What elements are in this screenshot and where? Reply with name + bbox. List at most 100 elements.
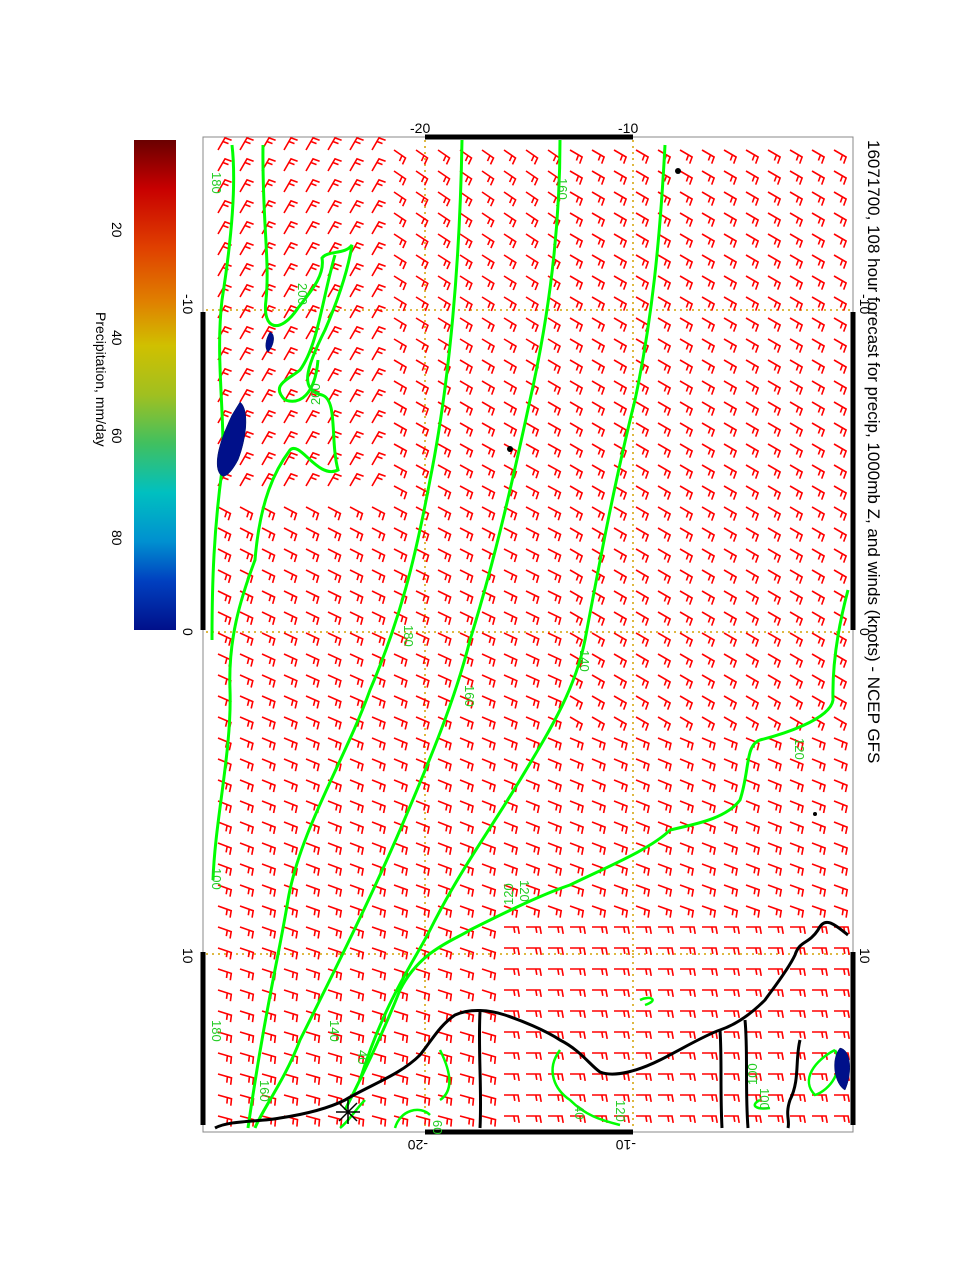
wind-barb [635, 905, 651, 918]
wind-barb [459, 422, 474, 437]
wind-barb [415, 443, 430, 458]
wind-barb [283, 506, 298, 521]
wind-barb [657, 296, 672, 311]
wind-barb [371, 779, 386, 793]
wind-barb [481, 737, 496, 751]
wind-barb [768, 947, 784, 956]
wind-barb [349, 1052, 365, 1064]
wind-barb [724, 926, 740, 935]
wind-barb [525, 443, 540, 458]
wind-barb [811, 842, 827, 855]
wind-barb [702, 989, 718, 998]
wind-barb [679, 590, 694, 605]
wind-barb [723, 716, 738, 731]
wind-barb [393, 401, 408, 416]
wind-barb [679, 884, 695, 897]
wind-barb [459, 695, 474, 709]
wind-barb [746, 1073, 762, 1082]
wind-barb [371, 1052, 387, 1064]
wind-barb [349, 409, 364, 424]
wind-barb [701, 170, 716, 185]
wind-barb [834, 1031, 850, 1040]
wind-barb [635, 149, 650, 164]
wind-barb [613, 800, 628, 814]
wind-barb [437, 254, 451, 270]
wind-barb [503, 422, 518, 437]
wind-barb [724, 1073, 740, 1082]
wind-barb [261, 527, 276, 542]
wind-barb [701, 611, 716, 626]
wind-barb [481, 170, 495, 186]
wind-barb [767, 338, 782, 353]
wind-barb [723, 443, 738, 458]
wind-barb [569, 527, 584, 542]
wind-barb [349, 527, 364, 542]
colorbar [134, 140, 176, 630]
wind-barb [834, 947, 850, 956]
wind-barb [525, 149, 539, 165]
wind-barb [459, 506, 474, 521]
wind-barb [481, 674, 496, 688]
wind-barb [548, 1031, 564, 1040]
wind-barb [283, 695, 298, 709]
wind-barb [327, 737, 342, 751]
wind-barb [767, 611, 782, 626]
wind-barb [305, 1073, 321, 1085]
wind-barb [658, 1073, 674, 1082]
wind-barb [504, 1052, 520, 1061]
wind-barb [283, 283, 298, 298]
wind-barb [723, 254, 738, 269]
wind-barb [525, 674, 540, 688]
wind-barb [459, 149, 473, 165]
wind-barb [503, 464, 518, 479]
wind-barb [723, 422, 738, 437]
wind-barb [613, 359, 628, 374]
wind-barb [702, 1052, 718, 1061]
wind-barb [679, 506, 694, 521]
wind-barb [569, 800, 584, 814]
wind-barb [349, 367, 364, 382]
wind-barb [239, 304, 254, 319]
wind-barb [723, 653, 738, 668]
wind-barb [569, 569, 584, 584]
wind-barb [261, 884, 277, 897]
wind-barb [239, 178, 254, 193]
wind-barb [503, 674, 518, 688]
wind-barb [811, 338, 826, 353]
wind-barb [525, 233, 539, 249]
wind-barb [305, 947, 321, 960]
wind-barb [504, 1115, 520, 1124]
wind-barb [745, 506, 760, 521]
wind-barb [327, 632, 342, 646]
wind-barb [613, 149, 628, 164]
wind-barb [745, 800, 760, 814]
wind-barb [437, 1031, 453, 1044]
wind-barb [503, 233, 517, 249]
wind-barb [371, 283, 386, 298]
wind-barb [635, 548, 650, 563]
wind-barb [415, 590, 430, 605]
wind-barb [635, 779, 650, 793]
wind-barb [217, 632, 232, 646]
coastline [214, 168, 849, 1130]
wind-barb [702, 1115, 718, 1124]
wind-barb [547, 758, 562, 772]
wind-barb [613, 821, 629, 835]
wind-barb [767, 296, 782, 311]
wind-barb [459, 548, 474, 563]
wind-barb [789, 695, 804, 710]
wind-barb [547, 506, 562, 521]
wind-barb [526, 989, 542, 998]
wind-barb [415, 170, 429, 186]
wind-barb [657, 254, 672, 269]
wind-barb [415, 464, 430, 479]
wind-barb [657, 674, 672, 689]
wind-barb [745, 485, 760, 500]
contour-label: 100 [757, 1088, 772, 1110]
wind-barb [349, 220, 364, 235]
wind-barb [349, 674, 364, 688]
wind-barb [569, 443, 584, 458]
wind-barb [636, 989, 652, 998]
wind-barb [701, 401, 716, 416]
wind-barb [613, 905, 629, 918]
